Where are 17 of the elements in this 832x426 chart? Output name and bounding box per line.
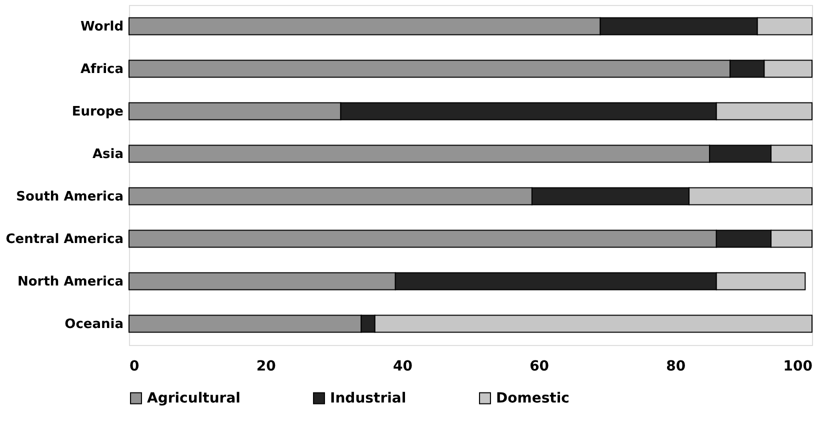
y-tick-label: World — [80, 19, 124, 34]
y-tick-label: Africa — [80, 62, 124, 77]
y-tick-label: Oceania — [64, 316, 124, 332]
x-tick-label: 40 — [392, 358, 413, 374]
y-tick-label: South America — [16, 189, 124, 204]
y-tick-label: Europe — [72, 104, 124, 120]
x-tick-label: 0 — [130, 358, 140, 374]
x-tick-label: 20 — [256, 358, 276, 374]
x-tick-label: 80 — [666, 358, 686, 374]
legend-label: Industrial — [330, 390, 406, 406]
legend-label: Domestic — [496, 390, 570, 406]
legend-label: Agricultural — [147, 390, 240, 406]
x-tick-label: 60 — [530, 358, 550, 374]
y-tick-label: Asia — [92, 146, 124, 162]
x-tick-label: 100 — [783, 358, 813, 374]
y-tick-label: Central America — [6, 232, 124, 247]
y-tick-label: North America — [18, 274, 124, 290]
